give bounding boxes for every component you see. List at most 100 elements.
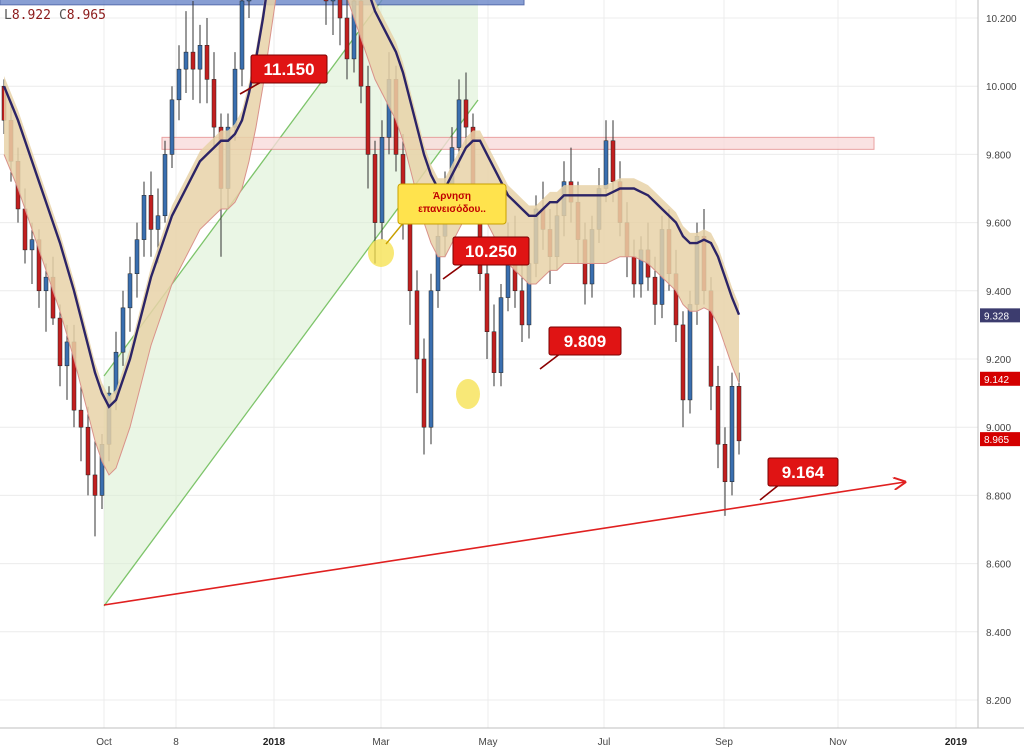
callout-label: 11.150 <box>263 60 314 79</box>
zone-10250 <box>0 0 525 6</box>
candle-body <box>365 85 371 155</box>
candle-body <box>134 239 140 274</box>
level-zones <box>0 0 875 150</box>
candle-body <box>155 215 161 230</box>
rejection-circle <box>456 379 480 409</box>
callout-box <box>548 326 622 356</box>
price-tag-box <box>980 432 1020 447</box>
candle-body <box>652 276 658 305</box>
x-tick-label: 8 <box>173 737 179 748</box>
low-value: 8.922 <box>11 8 51 23</box>
candle-body <box>491 331 497 373</box>
candle-body <box>127 273 133 309</box>
candle-body <box>183 51 189 70</box>
candle-body <box>421 358 427 428</box>
y-tick-label: 10.200 <box>986 14 1017 25</box>
candle-body <box>323 0 329 2</box>
ma-ribbon-edge <box>3 0 740 476</box>
y-tick-label: 8.800 <box>986 491 1011 502</box>
candle-body <box>631 256 637 285</box>
note-pointer <box>385 221 405 245</box>
x-tick-label: 2018 <box>263 737 286 748</box>
candle-body <box>57 317 63 367</box>
callout-9164: 9.164 <box>759 457 839 501</box>
callout-pointer <box>539 352 562 370</box>
candle-body <box>78 409 84 428</box>
callout-pointer <box>442 262 466 280</box>
callout-box <box>250 54 328 84</box>
candle-body <box>64 341 70 367</box>
candle-body <box>610 140 616 182</box>
candle-body <box>407 215 413 292</box>
candle-body <box>456 99 462 148</box>
price-tag-label: 9.142 <box>984 375 1009 386</box>
candle-body <box>680 324 686 401</box>
y-tick-label: 9.400 <box>986 287 1011 298</box>
x-tick-label: May <box>479 737 498 748</box>
candle-body <box>169 99 175 155</box>
candle-body <box>498 297 504 373</box>
candle-body <box>43 276 49 292</box>
candle-body <box>141 195 147 240</box>
candle-body <box>162 154 168 217</box>
candle-body <box>736 386 742 442</box>
candle-body <box>379 137 385 223</box>
candle-body <box>92 474 98 496</box>
zone-9809 <box>161 136 875 150</box>
candle-body <box>722 444 728 483</box>
time-axis: Oct 8 2018 Mar May Jul Sep Nov 2019 <box>0 727 1024 748</box>
candle-body <box>85 426 91 476</box>
x-tick-label: Mar <box>372 737 390 748</box>
callout-pointer <box>759 483 781 501</box>
candle-body <box>337 0 343 19</box>
low-label: L <box>4 8 12 23</box>
candle-body <box>715 386 721 445</box>
callout-box <box>767 457 839 487</box>
candle-body <box>120 307 126 353</box>
candle-body <box>484 273 490 332</box>
candle-body <box>414 290 420 360</box>
price-tag-label: 9.328 <box>984 311 1009 322</box>
callout-11150: 11.150 <box>239 54 328 95</box>
candle-body <box>148 195 154 230</box>
y-tick-label: 9.600 <box>986 219 1011 230</box>
candle-body <box>204 45 210 80</box>
y-tick-label: 9.800 <box>986 150 1011 161</box>
price-tag-box <box>980 308 1020 323</box>
price-tag-box <box>980 371 1020 386</box>
candle-body <box>211 79 217 128</box>
y-tick-label: 10.000 <box>986 82 1017 93</box>
candle-body <box>232 68 238 128</box>
x-tick-label: Nov <box>829 737 847 748</box>
x-tick-label: Oct <box>96 737 112 748</box>
y-tick-label: 8.200 <box>986 696 1011 707</box>
candle-body <box>729 386 735 483</box>
candle-body <box>428 290 434 428</box>
moving-average-line <box>2 0 741 409</box>
callout-label: 10.250 <box>465 242 517 261</box>
close-label: C <box>58 8 67 23</box>
price-tag-label: 8.965 <box>984 435 1009 446</box>
y-tick-label: 9.000 <box>986 423 1011 434</box>
y-tick-label: 8.600 <box>986 560 1011 571</box>
ohlc-readout: L8.922 C8.965 <box>4 8 114 23</box>
callout-box <box>452 236 530 266</box>
price-axis: 8.200 8.400 8.600 8.800 9.000 9.200 9.400 9.600… <box>977 0 1020 728</box>
candle-body <box>190 51 196 70</box>
note-text-line: επανεισόδου.. <box>418 204 486 215</box>
candle-body <box>603 140 609 189</box>
x-tick-label: Jul <box>598 737 611 748</box>
candle-body <box>344 17 350 60</box>
x-tick-label: Sep <box>715 737 733 748</box>
callout-label: 9.809 <box>564 332 607 351</box>
moving-average-series <box>2 0 741 476</box>
note-callout: Άρνηση επανεισόδου.. <box>385 183 507 245</box>
candle-body <box>239 0 245 70</box>
channel-fill <box>104 0 478 606</box>
candle-body <box>687 304 693 401</box>
candle-body <box>22 208 28 251</box>
candle-body <box>463 99 469 128</box>
support-trendline <box>103 482 905 606</box>
callout-label: 9.164 <box>782 463 825 482</box>
